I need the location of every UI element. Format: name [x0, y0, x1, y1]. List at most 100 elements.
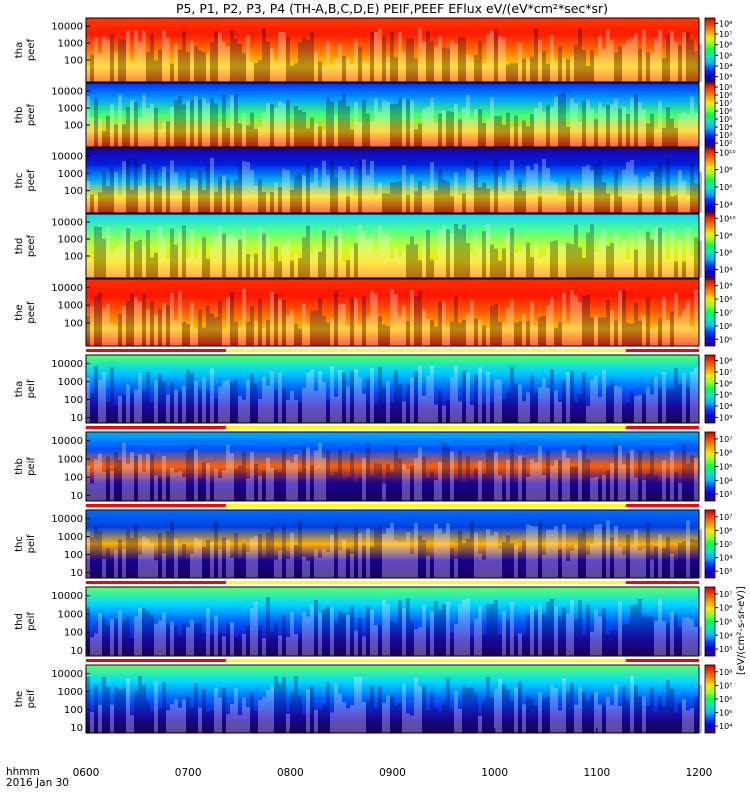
- spectrogram-thc_peef: [86, 148, 699, 213]
- y-tick-label: 10: [70, 723, 83, 734]
- y-tick-label: 100: [64, 55, 83, 66]
- colorbar-tick-label: 10³: [719, 73, 732, 82]
- colorbar-tick-label: 10⁴: [719, 722, 732, 731]
- panel-probe-label: thd: [14, 613, 25, 630]
- spectrogram-texture: [86, 520, 702, 578]
- colorbar-tick-label: 10⁶: [719, 526, 732, 535]
- colorbar-tick-label: 10⁶: [719, 107, 732, 116]
- panel-probe-label: the: [14, 304, 25, 320]
- panel-probe-label: thc: [14, 536, 25, 552]
- colorbar-tick-label: 10⁸: [719, 231, 732, 240]
- y-tick-label: 1000: [58, 104, 83, 115]
- colorbar-thd_peif: 10³ 10⁴ 10⁵ 10⁶ 10⁷: [704, 586, 732, 657]
- colorbar-tick-label: 10⁶: [719, 183, 732, 192]
- spectrogram-texture: [86, 223, 702, 278]
- colorbar-tick-label: 10⁸: [719, 357, 732, 366]
- panel-probe-label: thb: [14, 107, 25, 124]
- colorbar-tick-label: 10⁷: [719, 99, 732, 108]
- colorbar-unit-label: [eV/(cm²-s-sr-eV)]: [736, 586, 747, 675]
- y-tick-label: 1000: [58, 454, 83, 465]
- colorbar-tick-label: 10⁸: [719, 91, 732, 100]
- colorbar-tha_peif: 10³ 10⁴ 10⁵ 10⁶ 10⁷ 10⁸: [704, 354, 732, 424]
- spectrogram-texture: [86, 157, 702, 213]
- y-tick-label: 10: [70, 646, 83, 657]
- colorbar-tick-label: 10⁶: [719, 322, 732, 331]
- panel-thd_peef: 100 1000 10000 thd peef 10⁴ 10⁶ 10⁸ 10¹⁰: [14, 213, 736, 279]
- colorbar-tick-label: 10⁷: [719, 30, 732, 39]
- spectrogram-the_peef: [86, 279, 699, 346]
- y-tick-label: 100: [64, 395, 83, 406]
- y-tick-label: 1000: [58, 532, 83, 543]
- x-axis-label-date: 2016 Jan 30: [6, 777, 69, 789]
- colorbar-tick-label: 10⁷: [719, 368, 732, 377]
- colorbar-tick-label: 10⁴: [719, 631, 732, 640]
- panel-product-label: peif: [26, 534, 37, 553]
- spectrogram-tha_peef: [86, 18, 699, 82]
- x-tick-label: 0600: [73, 767, 100, 779]
- y-tick-label: 10000: [51, 87, 83, 98]
- colorbar-tick-label: 10⁴: [719, 402, 732, 411]
- y-tick-label: 1000: [58, 169, 83, 180]
- y-tick-label: 10000: [51, 514, 83, 525]
- colorbar-tick-label: 10⁵: [719, 540, 732, 549]
- spectrogram-texture: [86, 365, 702, 423]
- panel-probe-label: thb: [14, 458, 25, 475]
- y-tick-label: 1000: [58, 687, 83, 698]
- panel-the_peef: 100 1000 10000 the peef 10⁵ 10⁶ 10⁷ 10⁸ 10⁹: [14, 278, 732, 347]
- spectrogram-the_peif: [86, 665, 699, 733]
- y-tick-label: 10000: [51, 152, 83, 163]
- panel-thc_peef: 100 1000 10000 thc peef 10⁴ 10⁶ 10⁸ 10¹⁰: [14, 147, 736, 214]
- y-tick-label: 1000: [58, 609, 83, 620]
- colorbar-tick-label: 10³: [719, 413, 732, 422]
- spectrogram-texture: [86, 92, 702, 147]
- y-tick-label: 100: [64, 318, 83, 329]
- colorbar-the_peef: 10⁵ 10⁶ 10⁷ 10⁸ 10⁹: [704, 278, 732, 347]
- colorbar-tick-label: 10¹⁰: [719, 214, 736, 223]
- panel-probe-label: tha: [14, 381, 25, 397]
- y-tick-label: 100: [64, 120, 83, 131]
- colorbar-tick-label: 10⁷: [719, 681, 732, 690]
- colorbar-tick-label: 10⁸: [719, 668, 732, 677]
- panel-product-label: peif: [26, 379, 37, 398]
- y-tick-label: 10000: [51, 591, 83, 602]
- y-tick-label: 10000: [51, 22, 83, 33]
- panel-probe-label: thc: [14, 173, 25, 189]
- y-tick-label: 10000: [51, 436, 83, 447]
- colorbar-tick-label: 10⁷: [719, 309, 732, 318]
- panel-the_peif: 10 100 1000 10000 the peif 10⁴ 10⁵ 10⁶ 10⁷ 10⁸: [14, 664, 732, 734]
- panel-thb_peef: 100 1000 10000 thb peef 10²10³10⁴10⁵10⁶10⁷10⁸…: [14, 82, 732, 148]
- y-tick-label: 10000: [51, 218, 83, 229]
- colorbar-thc_peef: 10⁴ 10⁶ 10⁸ 10¹⁰: [704, 147, 736, 214]
- spectrogram-thd_peif: [86, 587, 699, 656]
- panel-probe-label: thd: [14, 238, 25, 255]
- y-tick-label: 10: [70, 491, 83, 502]
- y-tick-label: 100: [64, 628, 83, 639]
- colorbar-tick-label: 10³: [719, 490, 732, 499]
- colorbar-tick-label: 10⁶: [719, 604, 732, 613]
- y-tick-label: 10: [70, 568, 83, 579]
- panel-product-label: peif: [26, 612, 37, 631]
- spectrogram-texture: [86, 597, 702, 656]
- colorbar-tick-label: 10⁶: [719, 379, 732, 388]
- colorbar-tick-label: 10⁵: [719, 51, 732, 60]
- colorbar-tick-label: 10³: [719, 567, 732, 576]
- x-tick-label: 0800: [277, 767, 304, 779]
- figure-title: P5, P1, P2, P3, P4 (TH-A,B,C,D,E) PEIF,P…: [176, 1, 608, 16]
- colorbar-tick-label: 10⁸: [719, 166, 732, 175]
- panel-product-label: peif: [26, 457, 37, 476]
- y-tick-label: 10000: [51, 669, 83, 680]
- panel-product-label: peif: [26, 689, 37, 708]
- x-tick-label: 0900: [379, 767, 406, 779]
- colorbar-tick-label: 10⁴: [719, 476, 732, 485]
- y-tick-label: 100: [64, 550, 83, 561]
- colorbar-tick-label: 10³: [719, 131, 732, 140]
- mode-indicator-bars: [86, 349, 699, 662]
- panel-tha_peif: 10 100 1000 10000 tha peif 10³ 10⁴ 10⁵ 10⁶ 10⁷ 10⁸: [14, 354, 732, 424]
- colorbar-tick-label: 10⁵: [719, 709, 732, 718]
- colorbar-tick-label: 10⁴: [719, 62, 732, 71]
- panel-product-label: peef: [26, 169, 37, 192]
- colorbar-the_peif: 10⁴ 10⁵ 10⁶ 10⁷ 10⁸: [704, 664, 732, 734]
